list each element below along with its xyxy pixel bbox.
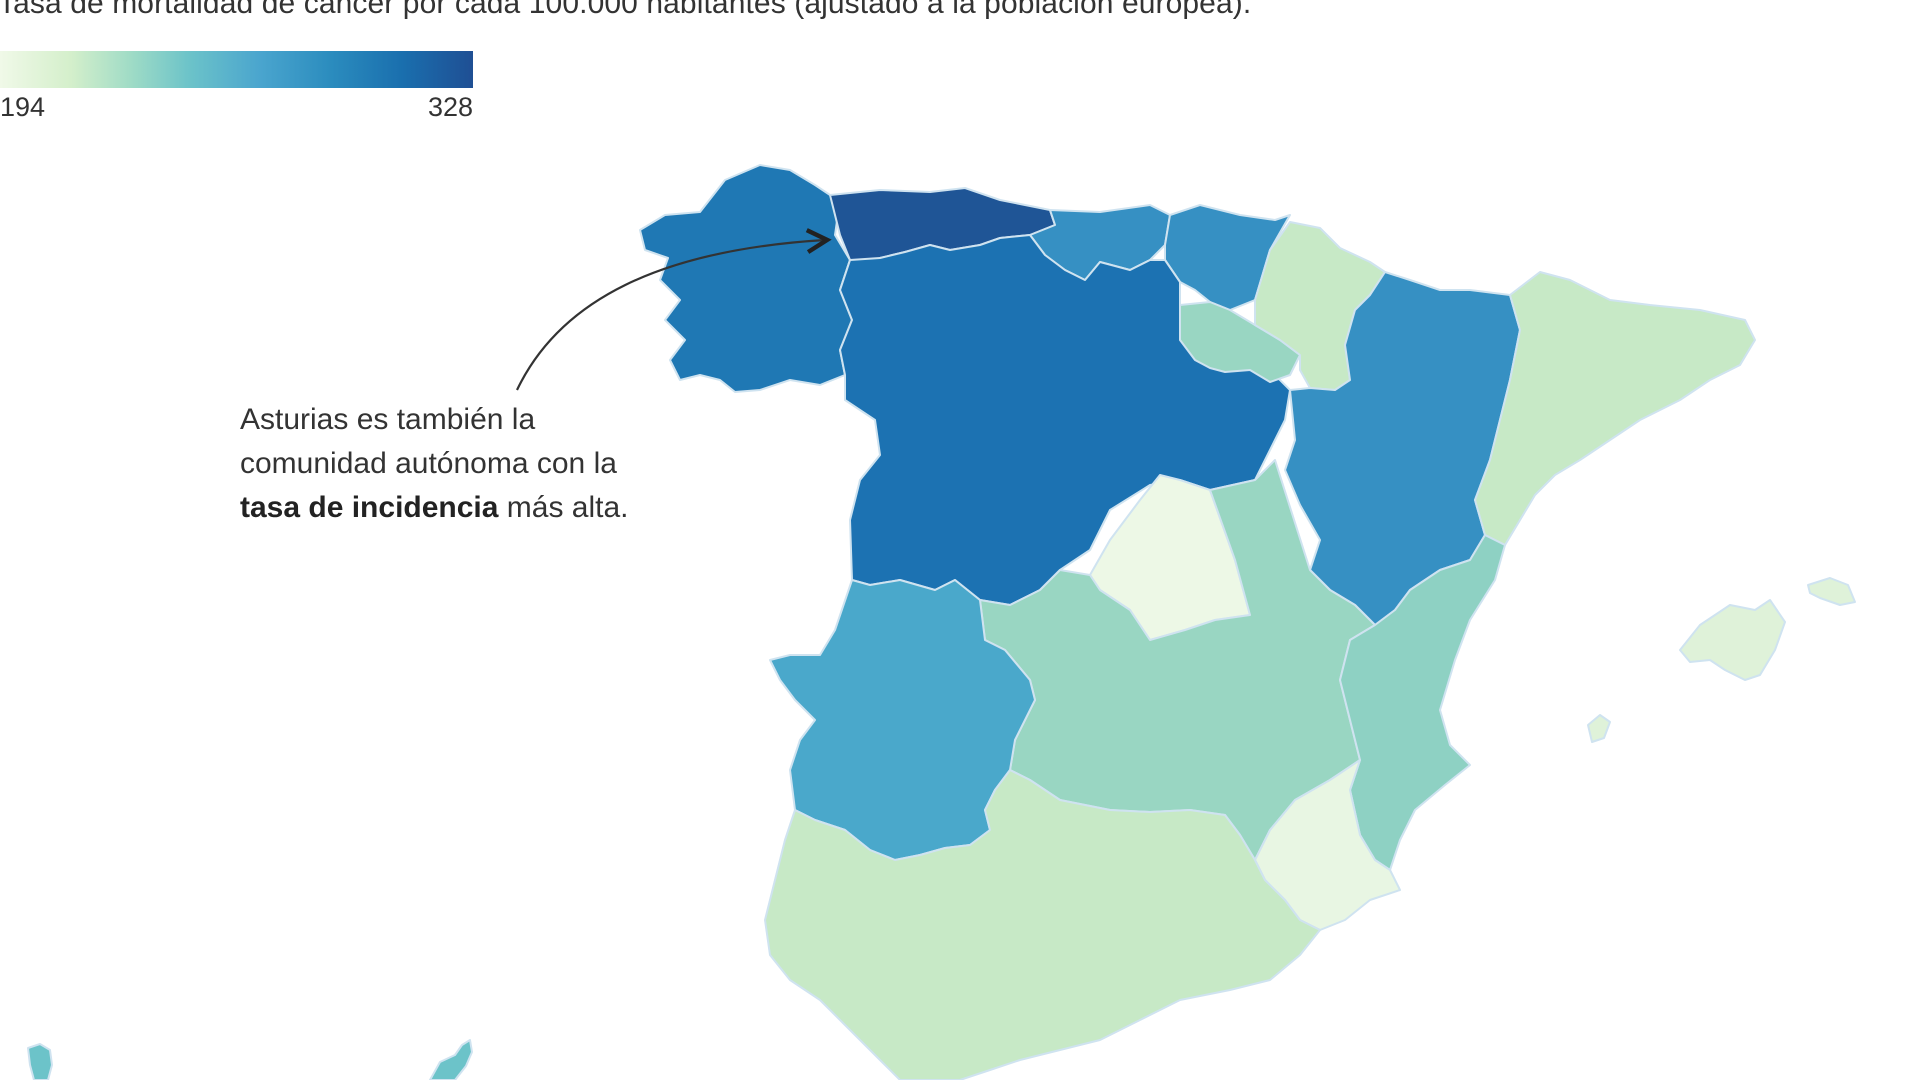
region-comunidad-valenciana[interactable] [1339, 534, 1506, 871]
region-la-rioja[interactable] [1179, 301, 1301, 383]
region-menorca[interactable] [1807, 577, 1856, 606]
region-canarias-east[interactable] [429, 1039, 473, 1080]
annotation-line-3: tasa de incidencia más alta. [240, 486, 629, 530]
region-canarias-west[interactable] [27, 1043, 53, 1080]
color-legend: 194 328 [0, 51, 473, 122]
region-cataluna[interactable] [1474, 271, 1756, 546]
legend-gradient-bar [0, 51, 473, 88]
annotation-line-3-rest: más alta. [498, 491, 629, 524]
region-andalucia[interactable] [764, 769, 1321, 1080]
annotation-text: Asturias es también la comunidad autónom… [240, 398, 629, 530]
chart-subtitle: Tasa de mortalidad de cáncer por cada 10… [0, 0, 1252, 20]
annotation-line-1: Asturias es también la [240, 403, 536, 436]
legend-min-label: 194 [0, 92, 46, 122]
annotation-emphasis: tasa de incidencia [240, 491, 499, 524]
region-galicia[interactable] [639, 164, 853, 393]
region-mallorca[interactable] [1679, 599, 1786, 681]
region-ibiza[interactable] [1587, 714, 1611, 743]
legend-max-label: 328 [427, 92, 473, 122]
annotation-arrow [516, 228, 832, 391]
annotation-line-2: comunidad autónoma con la [240, 447, 617, 480]
